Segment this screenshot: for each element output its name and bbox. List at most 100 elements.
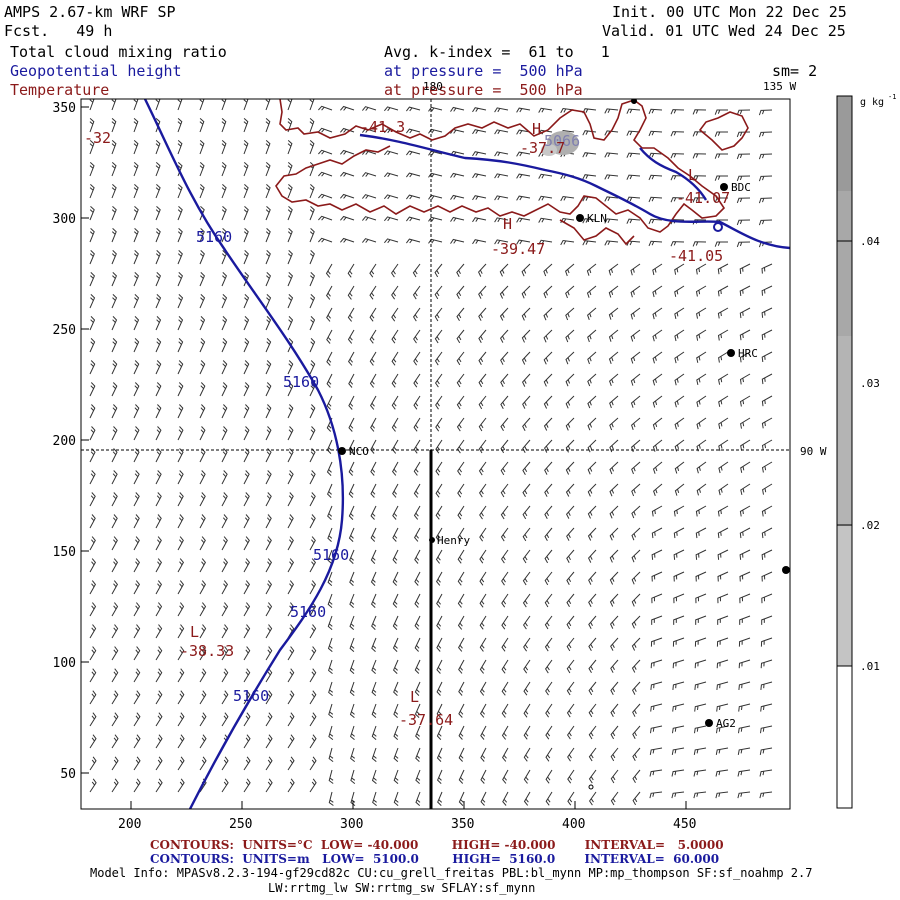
- wind-barb: [479, 527, 487, 542]
- wind-barb: [458, 703, 465, 718]
- wind-barb: [457, 615, 465, 630]
- wind-barb: [155, 360, 162, 375]
- wind-barb: [287, 756, 295, 771]
- wind-barb: [521, 263, 531, 277]
- wind-barb: [695, 593, 707, 604]
- wind-barb: [221, 580, 229, 595]
- wind-barb: [199, 272, 205, 287]
- wind-barb: [566, 593, 575, 608]
- wind-barb: [586, 263, 597, 276]
- wind-barb: [243, 206, 249, 221]
- wind-barb: [738, 659, 751, 669]
- wind-barb: [739, 505, 751, 517]
- wind-barb: [478, 329, 487, 344]
- wind-barb: [370, 549, 377, 564]
- wind-barb: [133, 690, 141, 705]
- wind-barb: [604, 152, 619, 158]
- wind-barb: [717, 505, 729, 517]
- wind-barb: [406, 128, 421, 134]
- cloud-patch: [541, 144, 557, 156]
- wind-barb: [674, 351, 685, 364]
- wind-barb: [500, 483, 509, 498]
- wind-barb: [221, 448, 228, 463]
- wind-barb: [406, 172, 421, 178]
- wind-barb: [155, 184, 161, 199]
- wind-barb: [674, 307, 685, 320]
- wind-barb: [221, 712, 229, 727]
- wind-barb: [651, 549, 663, 560]
- wind-barb: [631, 659, 641, 673]
- wind-barb: [499, 329, 509, 343]
- wind-barb: [265, 118, 271, 133]
- wind-barb: [369, 307, 377, 322]
- wind-barb: [566, 637, 575, 652]
- wind-barb: [652, 461, 663, 474]
- wind-barb: [111, 756, 119, 771]
- wind-barb: [436, 747, 443, 762]
- wind-barb: [632, 725, 641, 739]
- wind-barb: [672, 637, 685, 647]
- wind-barb: [522, 527, 531, 542]
- wind-barb: [650, 725, 663, 734]
- temperature-contour: [559, 219, 635, 246]
- wind-barb: [243, 624, 251, 639]
- wind-barb: [565, 483, 575, 497]
- wind-barb: [309, 228, 315, 243]
- height-contour-closed: [713, 222, 723, 232]
- wind-barb: [436, 725, 443, 740]
- wind-barb: [221, 778, 229, 793]
- low-marker: L: [410, 688, 419, 706]
- wind-barb: [501, 637, 509, 652]
- wind-barb: [631, 571, 641, 585]
- wind-barb: [588, 637, 597, 652]
- wind-barb: [762, 483, 773, 495]
- wind-barb: [608, 351, 619, 364]
- wind-barb: [243, 184, 249, 199]
- wind-barb: [406, 216, 421, 222]
- wind-barb: [133, 162, 139, 177]
- wind-barb: [89, 624, 97, 639]
- wind-barb: [384, 172, 399, 178]
- wind-barb: [243, 778, 251, 793]
- station-dot-unlabeled: [588, 784, 594, 790]
- wind-barb: [737, 791, 751, 799]
- wind-barb: [604, 108, 619, 114]
- wind-barb: [715, 769, 729, 777]
- wind-barb: [631, 527, 641, 541]
- wind-barb: [415, 725, 421, 740]
- wind-barb: [718, 483, 729, 496]
- wind-barb: [516, 239, 531, 245]
- wind-barb: [111, 294, 118, 309]
- wind-barb: [177, 558, 185, 573]
- wind-barb: [133, 118, 139, 133]
- wind-barb: [133, 316, 140, 331]
- forecast-hour: Fcst. 49 h: [4, 22, 113, 40]
- wind-barb: [155, 646, 163, 661]
- wind-barb: [309, 140, 315, 155]
- wind-barb: [309, 118, 315, 133]
- wind-barb: [287, 206, 293, 221]
- wind-barb: [177, 316, 184, 331]
- wind-barb: [650, 637, 663, 647]
- wind-barb: [604, 196, 619, 202]
- wind-barb: [457, 461, 465, 476]
- wind-barb: [177, 382, 184, 397]
- wind-barb: [133, 140, 139, 155]
- wind-barb: [538, 239, 553, 245]
- wind-barb: [309, 272, 315, 287]
- wind-barb: [494, 129, 509, 135]
- wind-barb: [604, 174, 619, 180]
- wind-barb: [694, 659, 707, 669]
- wind-barb: [435, 395, 443, 410]
- wind-barb: [609, 461, 619, 475]
- wind-barb: [393, 681, 399, 696]
- wind-barb: [309, 756, 317, 771]
- wind-barb: [309, 99, 315, 111]
- lon-label-90w: 90 W: [800, 445, 827, 458]
- wind-barb: [543, 373, 553, 387]
- colorbar-segment: [837, 336, 852, 526]
- wind-barb: [328, 725, 334, 740]
- wind-barb: [567, 791, 575, 806]
- wind-barb: [458, 725, 465, 740]
- wind-barb: [309, 602, 317, 617]
